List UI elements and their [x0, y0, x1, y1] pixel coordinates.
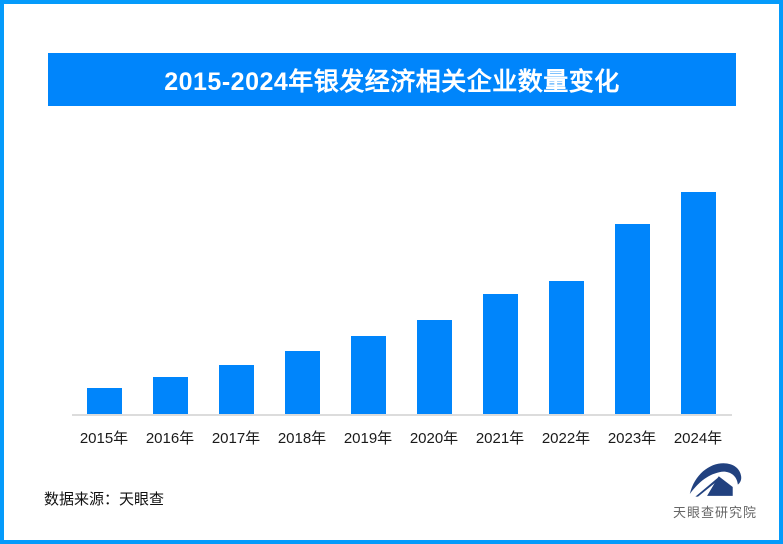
bar-2021年 — [483, 294, 518, 414]
x-axis-labels: 2015年 2016年 2017年 2018年 2019年 2020年 2021年 2022年… — [71, 427, 731, 448]
bar-chart — [72, 186, 732, 416]
x-axis-label: 2019年 — [343, 430, 393, 447]
x-axis-label: 2018年 — [277, 430, 327, 447]
bar-2017年 — [219, 365, 254, 414]
bar-2022年 — [549, 281, 584, 414]
bar-2016年 — [153, 377, 188, 414]
x-axis-label: 2021年 — [475, 430, 525, 447]
chart-title-banner: 2015-2024年银发经济相关企业数量变化 — [48, 53, 736, 106]
publisher-logo: 天眼查研究院 — [660, 460, 770, 521]
bar-2018年 — [285, 351, 320, 414]
bar-2020年 — [417, 320, 452, 414]
x-axis-label: 2023年 — [607, 430, 657, 447]
x-axis-label: 2020年 — [409, 430, 459, 447]
bar-2015年 — [87, 388, 122, 414]
x-axis-label: 2015年 — [79, 430, 129, 447]
tianyancha-eye-icon — [689, 463, 742, 497]
bar-2024年 — [681, 192, 716, 414]
bar-2019年 — [351, 336, 386, 414]
data-source-label: 数据来源：天眼查 — [44, 491, 165, 508]
chart-title: 2015-2024年银发经济相关企业数量变化 — [164, 67, 620, 96]
bar-2023年 — [615, 224, 650, 414]
x-axis-label: 2017年 — [211, 430, 261, 447]
x-axis-label: 2022年 — [541, 430, 591, 447]
publisher-name: 天眼查研究院 — [672, 505, 757, 520]
x-axis-label: 2016年 — [145, 430, 195, 447]
x-axis-label: 2024年 — [673, 430, 723, 447]
